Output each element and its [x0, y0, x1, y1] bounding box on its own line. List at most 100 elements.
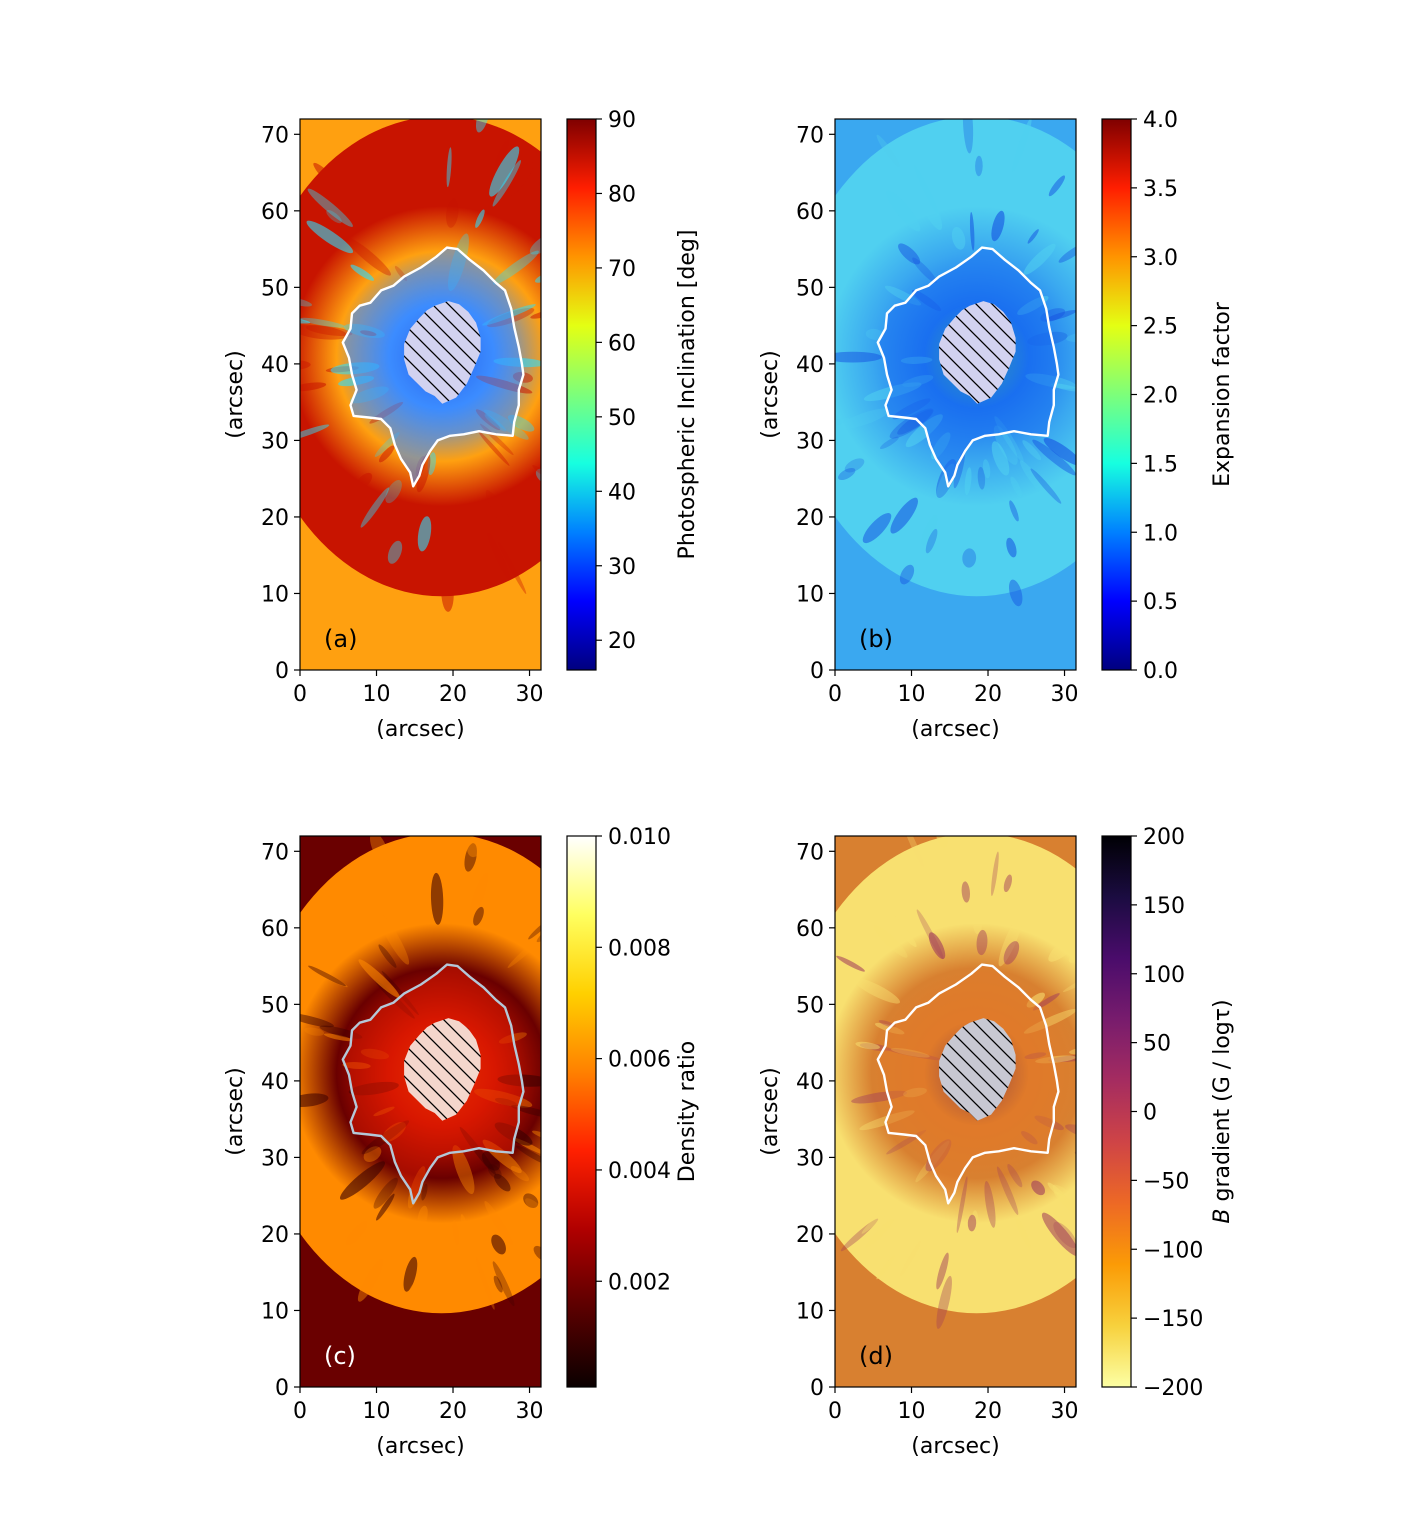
heatmap-filament — [991, 851, 999, 897]
heatmap-filament — [495, 140, 509, 166]
heatmap-filament — [525, 1198, 541, 1219]
panel-c: 0 10 20 30 0 10 20 30 40 50 60 70 (arcsec) (arcsec) (c… — [223, 825, 700, 1459]
heatmap-filament — [899, 564, 915, 585]
heatmap-filament — [339, 1161, 386, 1200]
heatmap-filament — [345, 1221, 368, 1246]
heatmap-filament — [535, 273, 541, 283]
heatmap-filament — [972, 909, 983, 935]
heatmap-filament — [363, 1146, 382, 1162]
heatmap-filament — [998, 913, 1024, 967]
y-tick-label: 60 — [261, 200, 289, 225]
colorbar-tick-label: 2.0 — [1143, 384, 1178, 409]
colorbar-tick-label: 3.5 — [1143, 177, 1178, 202]
heatmap-filament — [855, 1041, 880, 1050]
colorbar-tick-label: 0.0 — [1143, 659, 1178, 684]
y-tick-label: 0 — [275, 1376, 289, 1401]
colorbar-tick-label: −200 — [1143, 1376, 1203, 1401]
heatmap-filament — [471, 147, 487, 190]
x-tick-label: 30 — [1051, 1399, 1079, 1424]
heatmap-filament — [360, 487, 390, 528]
heatmap-filament — [305, 325, 353, 337]
y-tick-label: 70 — [261, 840, 289, 865]
heatmap-filament — [984, 1180, 996, 1228]
heatmap-filament — [446, 147, 452, 188]
y-tick-label: 60 — [796, 917, 824, 942]
heatmap-filament — [478, 431, 510, 466]
heatmap-filament — [916, 184, 943, 230]
heatmap-filament — [484, 1201, 513, 1246]
heatmap-filament — [1047, 1182, 1068, 1201]
heatmap-filament — [913, 164, 940, 216]
y-tick-label: 30 — [261, 429, 289, 454]
x-tick-label: 0 — [828, 682, 842, 707]
heatmap-filament — [421, 1183, 428, 1201]
colorbar: −200 −150 −100 −50 0 50 100 150 200 B gradient (G… — [1101, 825, 1235, 1401]
heatmap-filament — [350, 264, 375, 281]
heatmap-filament — [928, 932, 946, 960]
heatmap-filament — [925, 528, 938, 554]
heatmap-filament — [836, 955, 865, 972]
heatmap-filament — [358, 959, 400, 998]
heatmap-filament — [970, 1210, 980, 1250]
heatmap-filament — [300, 297, 312, 307]
x-tick-label: 10 — [898, 682, 926, 707]
colorbar-label: B gradient (G / logτ) — [1210, 999, 1235, 1223]
colorbar-tick-label: 0.006 — [608, 1048, 671, 1073]
colorbar-tick-label: 90 — [608, 108, 636, 133]
heatmap-filament — [476, 1251, 494, 1292]
heatmap-filament — [351, 1254, 367, 1271]
y-tick-label: 10 — [261, 1299, 289, 1324]
y-tick-label: 20 — [796, 1223, 824, 1248]
heatmap-filament — [873, 925, 908, 958]
heatmap-filament — [957, 836, 969, 854]
heatmap-filament — [475, 1257, 495, 1310]
heatmap-filament — [494, 1173, 511, 1192]
colorbar-tick-label: 50 — [608, 406, 636, 431]
heatmap-filament — [876, 1255, 895, 1280]
heatmap-filament — [1032, 439, 1076, 476]
heatmap-filament — [1009, 500, 1019, 522]
y-tick-label: 20 — [261, 506, 289, 531]
heatmap-filament — [844, 458, 865, 473]
heatmap-filament — [403, 1256, 418, 1292]
colorbar-tick-label: 200 — [1143, 825, 1185, 850]
heatmap-filament — [416, 453, 431, 493]
heatmap-filament — [300, 424, 330, 442]
colorbar-gradient — [566, 118, 597, 671]
heatmap-filament — [492, 1261, 515, 1307]
y-tick-label: 40 — [261, 353, 289, 378]
heatmap-filament — [491, 1234, 506, 1255]
y-axis-label: (arcsec) — [758, 1067, 783, 1155]
colorbar-tick-label: 70 — [608, 257, 636, 282]
colorbar-label-rest: gradient (G / logτ) — [1210, 999, 1235, 1208]
heatmap-filament — [1006, 537, 1017, 558]
heatmap-filament — [975, 155, 983, 177]
heatmap-filament — [489, 146, 520, 197]
heatmap-filament — [884, 909, 917, 948]
panel-label: (d) — [859, 1342, 893, 1370]
heatmap-filament — [487, 532, 511, 581]
heatmap-filament — [935, 836, 948, 849]
heatmap-filament — [452, 1219, 460, 1246]
heatmap-filament — [300, 1013, 334, 1028]
y-tick-label: 40 — [796, 1070, 824, 1095]
y-tick-label: 30 — [796, 429, 824, 454]
heatmap-image — [300, 836, 541, 1387]
heatmap-filament — [485, 490, 514, 535]
heatmap-filament — [417, 516, 432, 552]
heatmap-filament — [880, 436, 899, 450]
penumbra-boundary-contour — [876, 246, 1060, 488]
heatmap-filament — [460, 1214, 474, 1258]
heatmap-filament — [1015, 1217, 1031, 1249]
heatmap-filament — [532, 1130, 541, 1141]
heatmap-filament — [838, 408, 890, 430]
heatmap-filament — [523, 1193, 539, 1208]
colorbar-tick-label: 3.0 — [1143, 246, 1178, 271]
x-tick-label: 0 — [828, 1399, 842, 1424]
heatmap-filament — [991, 210, 1005, 242]
heatmap-filament — [993, 425, 1018, 465]
heatmap-filament — [308, 965, 346, 987]
heatmap-filament — [1041, 1212, 1076, 1257]
y-tick-label: 30 — [796, 1146, 824, 1171]
colorbar-tick-label: 0 — [1143, 1101, 1157, 1126]
